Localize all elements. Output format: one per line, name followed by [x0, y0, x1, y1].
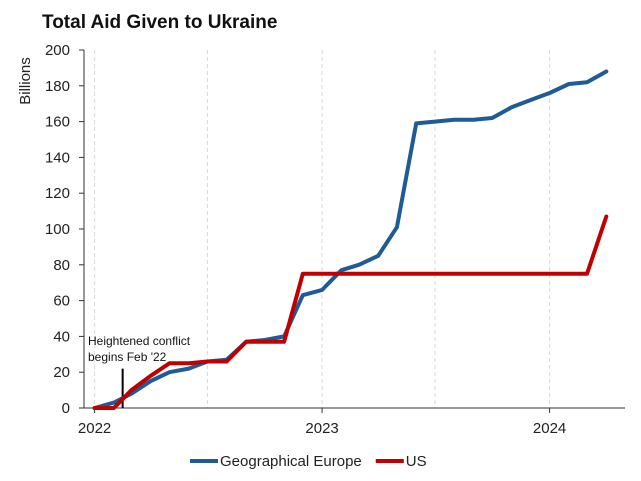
chart-title: Total Aid Given to Ukraine: [42, 12, 278, 33]
y-tick-label: 140: [45, 149, 70, 166]
series-line: [92, 69, 609, 410]
annotation-text: begins Feb '22: [88, 350, 167, 364]
series: [92, 69, 609, 410]
y-tick-label: 200: [45, 42, 70, 59]
annotation-text: Heightened conflict: [88, 334, 191, 348]
y-tick-label: 40: [53, 328, 70, 345]
y-tick-label: 160: [45, 114, 70, 131]
series-line: [92, 214, 609, 410]
y-tick-label: 60: [53, 293, 70, 310]
legend-label: Geographical Europe: [220, 453, 362, 470]
y-tick-label: 80: [53, 257, 70, 274]
x-tick-label: 2024: [533, 420, 566, 437]
y-tick-label: 100: [45, 221, 70, 238]
y-tick-label: 120: [45, 185, 70, 202]
y-axis-label: Billions: [17, 57, 34, 105]
y-tick-label: 0: [62, 400, 70, 417]
x-tick-label: 2022: [78, 420, 111, 437]
axes: 0 20 40 60 80 100 120 140 160 180 200 2022 2023 2024: [45, 42, 625, 437]
y-tick-label: 180: [45, 78, 70, 95]
x-tick-label: 2023: [305, 420, 338, 437]
y-tick-label: 20: [53, 364, 70, 381]
gridlines: [94, 50, 551, 408]
legend: Geographical Europe US: [190, 453, 427, 470]
legend-label: US: [406, 453, 427, 470]
